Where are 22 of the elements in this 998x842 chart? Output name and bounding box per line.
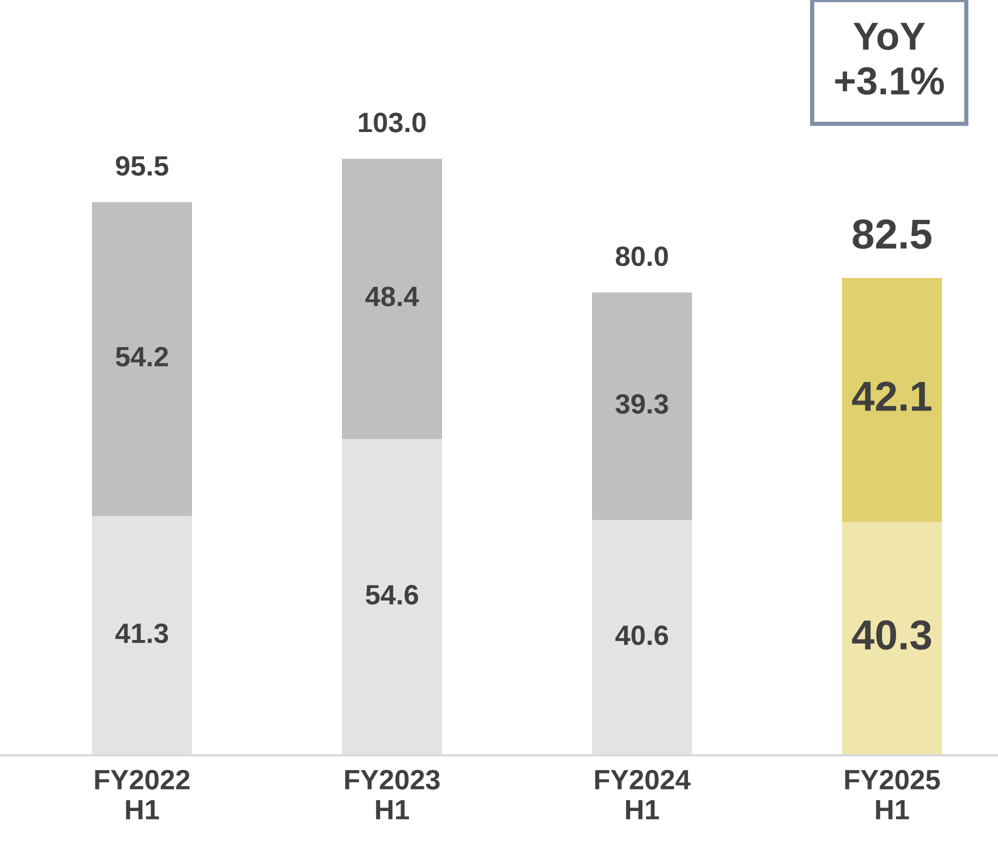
data-label: 54.6 — [366, 584, 418, 605]
x-tick-label: FY2022 H1 — [95, 770, 190, 820]
data-label: 54.2 — [116, 346, 168, 367]
x-tick-label: FY2025 H1 — [845, 770, 940, 820]
data-label: 39.3 — [616, 394, 668, 414]
total-label: 82.5 — [852, 219, 932, 249]
data-label: 48.4 — [365, 286, 419, 306]
x-tick-label: FY2024 H1 — [595, 770, 690, 820]
bar — [342, 158, 442, 440]
x-tick-label: FY2023 H1 — [345, 770, 440, 820]
data-label: 41.3 — [115, 623, 168, 644]
data-label: 40.6 — [615, 625, 668, 646]
total-label: 80.0 — [616, 246, 668, 266]
bar — [842, 278, 942, 522]
total-label: 103.0 — [358, 112, 426, 132]
bar — [92, 202, 192, 516]
data-label: 40.3 — [852, 620, 932, 650]
bar — [592, 292, 692, 520]
total-label: 95.5 — [116, 156, 168, 176]
text: YoY +3.1% — [835, 22, 944, 95]
bar — [842, 522, 942, 756]
data-label: 42.1 — [852, 382, 932, 411]
